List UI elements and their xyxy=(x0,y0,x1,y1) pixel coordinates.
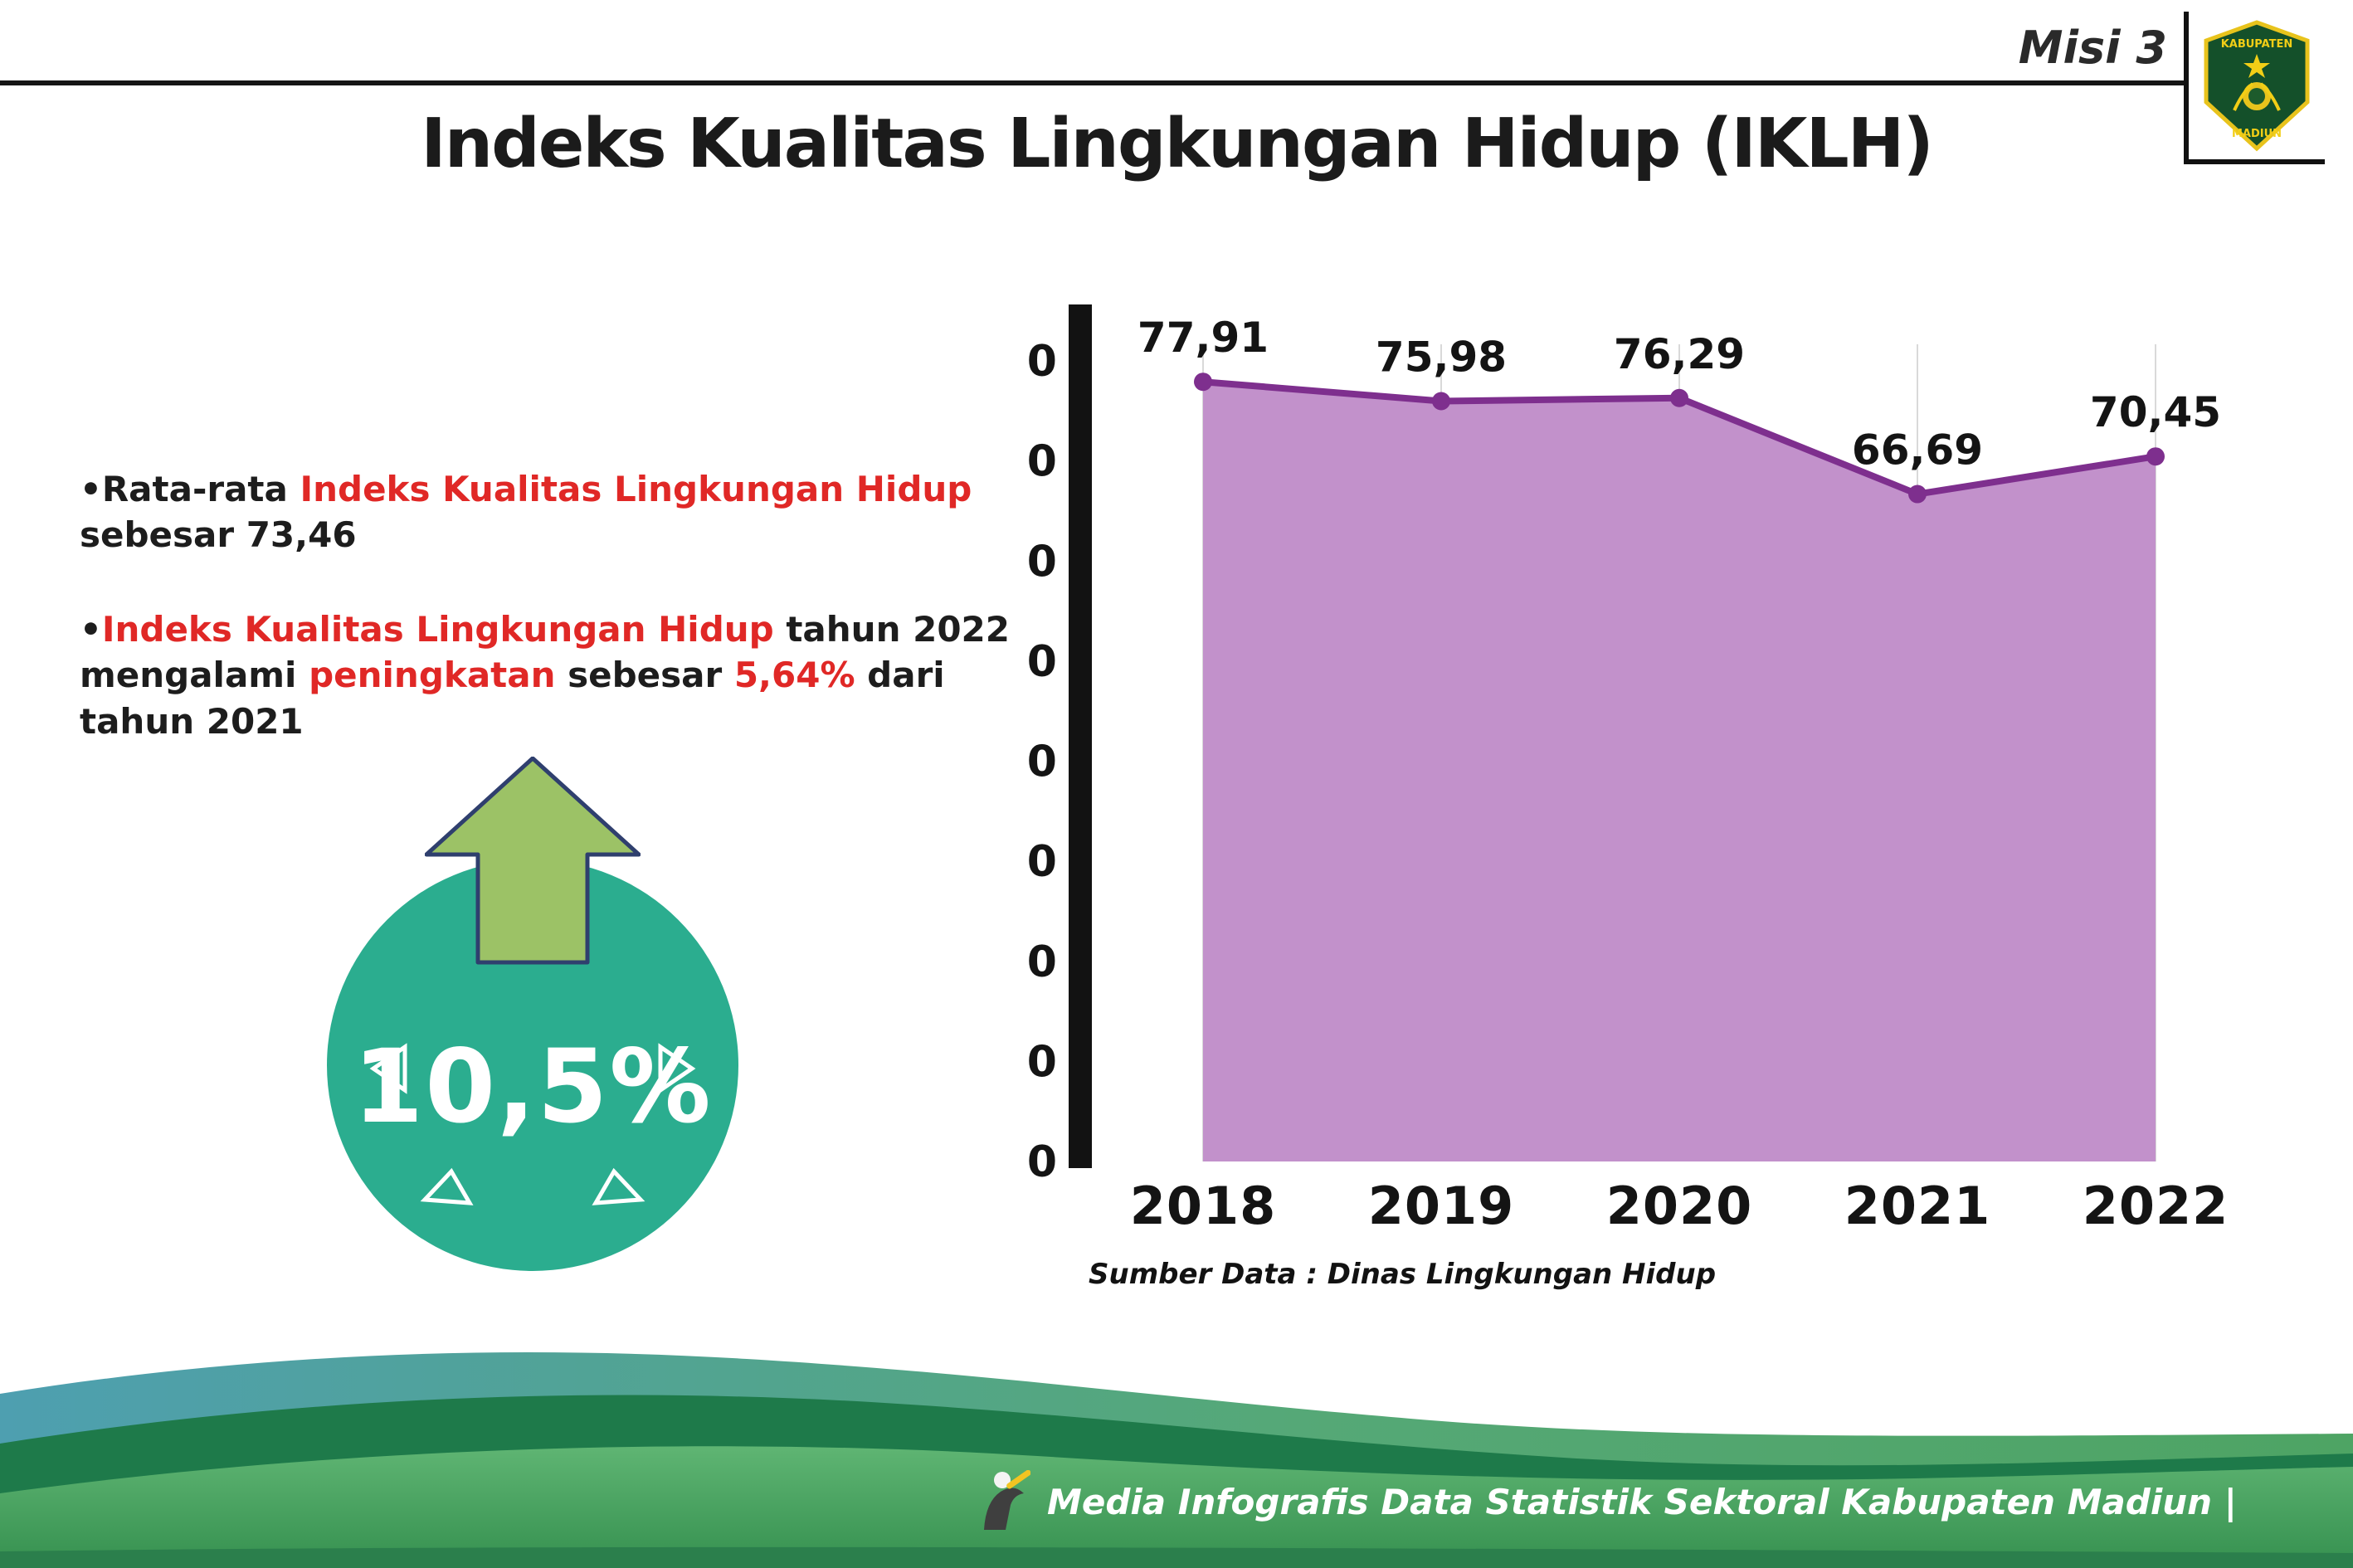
bullet-text-segment: •Rata-rata xyxy=(80,469,300,509)
header-rule xyxy=(0,80,2184,85)
kabupaten-madiun-logo: KABUPATEN MADIUN xyxy=(2204,20,2310,152)
svg-text:2019: 2019 xyxy=(1368,1176,1515,1236)
footer-bar: Media Infografis Data Statistik Sektoral… xyxy=(977,1470,2237,1533)
bullet-text-segment-highlight: peningkatan xyxy=(309,655,556,696)
badge-tick-right xyxy=(658,1043,696,1094)
svg-text:20: 20 xyxy=(1029,937,1057,987)
svg-text:77,91: 77,91 xyxy=(1138,314,1269,362)
bullet-text-segment: • xyxy=(80,608,102,650)
chart-source-note: Sumber Data : Dinas Lingkungan Hidup xyxy=(1089,1258,1717,1291)
summary-bullets: •Rata-rata Indeks Kualitas Lingkungan Hi… xyxy=(80,466,1038,744)
footer-caption: Media Infografis Data Statistik Sektoral… xyxy=(1047,1481,2237,1522)
svg-text:70,45: 70,45 xyxy=(2090,388,2221,436)
svg-text:75,98: 75,98 xyxy=(1376,333,1507,381)
bullet-text-segment: sebesar 73,46 xyxy=(80,514,357,556)
kabupaten-madiun-logo-frame: KABUPATEN MADIUN xyxy=(2184,12,2325,164)
media-infografis-logo-icon xyxy=(984,1470,1031,1530)
svg-text:10: 10 xyxy=(1029,1037,1057,1087)
svg-text:2020: 2020 xyxy=(1606,1176,1753,1236)
svg-text:0: 0 xyxy=(1029,1137,1057,1187)
svg-text:2018: 2018 xyxy=(1130,1176,1277,1236)
iklh-area-chart: 77,91 75,98 76,29 66,69 70,45 0 10 20 30 40 50 60 70… xyxy=(997,295,2290,1290)
svg-text:80: 80 xyxy=(1029,337,1057,387)
badge-tick-left xyxy=(369,1043,407,1094)
bullet-text-segment: tahun 2022 mengalami xyxy=(80,608,1010,696)
svg-text:70: 70 xyxy=(1029,437,1057,487)
bullet-text-segment-highlight: Indeks Kualitas Lingkungan Hidup xyxy=(101,608,774,650)
svg-text:66,69: 66,69 xyxy=(1852,426,1983,475)
svg-text:50: 50 xyxy=(1029,637,1057,687)
bullet-text-segment-highlight: Indeks Kualitas Lingkungan Hidup xyxy=(300,469,972,509)
up-arrow-icon xyxy=(425,757,641,965)
chart-points xyxy=(1194,373,2165,504)
wave-band-bottom-edge xyxy=(0,1546,2353,1568)
wave-band-green xyxy=(0,1446,2353,1568)
badge-decorations xyxy=(369,1043,696,1205)
page-title: Indeks Kualitas Lingkungan Hidup (IKLH) xyxy=(421,105,1934,183)
bullet-iklh-increase: •Indeks Kualitas Lingkungan Hidup tahun … xyxy=(80,606,1038,744)
footer-waves xyxy=(0,1352,2353,1568)
emblem-top-text: KABUPATEN xyxy=(2221,38,2293,51)
badge-tick-bottom-right xyxy=(592,1167,645,1205)
chart-value-labels: 77,91 75,98 76,29 66,69 70,45 xyxy=(1138,314,2221,474)
svg-text:2022: 2022 xyxy=(2083,1176,2229,1236)
chart-area xyxy=(1203,382,2156,1161)
svg-text:30: 30 xyxy=(1029,837,1057,887)
svg-text:40: 40 xyxy=(1029,738,1057,787)
emblem-star-icon xyxy=(2243,54,2270,78)
emblem-rice-left xyxy=(2233,82,2254,111)
iklh-chart-svg: 77,91 75,98 76,29 66,69 70,45 0 10 20 30 40 50 60 70… xyxy=(997,304,2229,1236)
emblem-rice-right xyxy=(2259,82,2281,111)
misi-label: Misi 3 xyxy=(2018,22,2167,74)
bullet-text-segment: sebesar xyxy=(555,655,734,696)
chart-y-axis: 0 10 20 30 40 50 60 70 80 xyxy=(997,304,1092,1187)
svg-text:2021: 2021 xyxy=(1844,1176,1991,1236)
badge-tick-bottom-left xyxy=(420,1167,474,1205)
emblem-bottom-text: MADIUN xyxy=(2232,128,2282,140)
bullet-average-iklh: •Rata-rata Indeks Kualitas Lingkungan Hi… xyxy=(80,466,1038,558)
bullet-text-segment-highlight: 5,64% xyxy=(733,655,855,696)
svg-text:76,29: 76,29 xyxy=(1614,330,1745,378)
svg-text:60: 60 xyxy=(1029,537,1057,587)
bullet-text-segment: dari tahun 2021 xyxy=(80,655,945,742)
increase-percentage-value: 10,5% xyxy=(353,1028,713,1146)
emblem-center-core xyxy=(2248,88,2265,105)
chart-x-labels: 2018 2019 2020 2021 2022 xyxy=(1130,1176,2229,1236)
